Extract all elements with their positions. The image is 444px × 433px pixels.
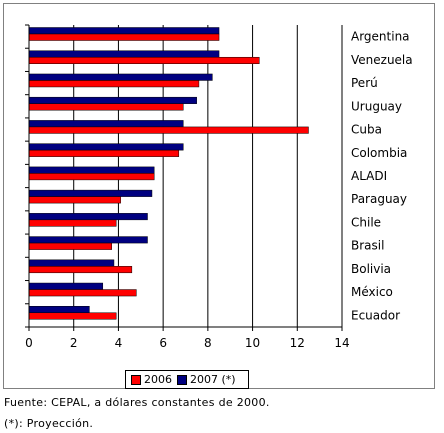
- bar-2007-Brasil: [28, 236, 148, 244]
- legend: 2006 2007 (*): [125, 370, 249, 389]
- bar-2007-México: [28, 282, 104, 290]
- bar-chart: Argentina Venezuela Perú Uruguay Cuba Colombi…: [25, 24, 413, 350]
- bar-2006-Paraguay: [28, 196, 121, 204]
- bar-2007-Ecuador: [28, 306, 90, 314]
- category-label-Chile: Chile: [351, 215, 381, 229]
- bar-2006-Cuba: [28, 126, 309, 134]
- bar-2007-Argentina: [28, 27, 220, 35]
- bar-2006-Brasil: [28, 242, 112, 250]
- bar-2006-Chile: [28, 219, 117, 227]
- legend-item-2007: 2007 (*): [177, 373, 236, 386]
- category-label-México: México: [351, 285, 393, 299]
- category-label-ALADI: ALADI: [351, 169, 387, 183]
- legend-item-2006: 2006: [131, 373, 172, 386]
- x-tick-label-2: 2: [70, 336, 78, 350]
- category-label-Brasil: Brasil: [351, 239, 384, 253]
- bar-2006-México: [28, 289, 137, 297]
- x-tick-label-14: 14: [334, 336, 349, 350]
- legend-swatch-2007: [177, 374, 187, 385]
- bar-2007-Perú: [28, 73, 213, 81]
- bar-2007-Chile: [28, 213, 148, 221]
- category-label-Uruguay: Uruguay: [351, 99, 402, 113]
- x-tick-label-0: 0: [25, 336, 33, 350]
- projection-note: (*): Proyección.: [4, 417, 94, 430]
- bar-2006-Bolivia: [28, 266, 133, 274]
- x-tick-label-12: 12: [290, 336, 305, 350]
- chart-frame: Argentina Venezuela Perú Uruguay Cuba Colombi…: [3, 3, 435, 389]
- legend-label-2006: 2006: [144, 373, 172, 386]
- bar-2007-Cuba: [28, 120, 184, 128]
- x-tick-label-4: 4: [115, 336, 123, 350]
- legend-label-2007: 2007 (*): [190, 373, 236, 386]
- bar-2007-Uruguay: [28, 96, 197, 104]
- source-note: Fuente: CEPAL, a dólares constantes de 2…: [4, 396, 270, 409]
- x-tick-label-8: 8: [204, 336, 212, 350]
- category-label-Bolivia: Bolivia: [351, 262, 391, 276]
- category-label-Paraguay: Paraguay: [351, 192, 407, 206]
- x-tick-label-6: 6: [159, 336, 167, 350]
- bar-2007-Paraguay: [28, 189, 153, 197]
- category-label-Cuba: Cuba: [351, 123, 382, 137]
- bar-2007-ALADI: [28, 166, 155, 174]
- bar-2006-Colombia: [28, 149, 180, 157]
- category-label-Venezuela: Venezuela: [351, 53, 413, 67]
- x-tick-label-10: 10: [245, 336, 260, 350]
- category-label-Argentina: Argentina: [351, 30, 410, 44]
- bar-2006-ALADI: [28, 173, 155, 181]
- bar-2007-Bolivia: [28, 259, 115, 267]
- bar-2006-Venezuela: [28, 56, 260, 64]
- bar-2007-Venezuela: [28, 50, 220, 58]
- category-label-Perú: Perú: [351, 76, 378, 90]
- bar-2007-Colombia: [28, 143, 184, 151]
- legend-swatch-2006: [131, 374, 141, 385]
- category-label-Colombia: Colombia: [351, 146, 407, 160]
- category-label-Ecuador: Ecuador: [351, 308, 400, 322]
- bar-2006-Argentina: [28, 33, 220, 41]
- bar-2006-Uruguay: [28, 103, 184, 111]
- bar-2006-Perú: [28, 80, 200, 88]
- bar-2006-Ecuador: [28, 312, 117, 320]
